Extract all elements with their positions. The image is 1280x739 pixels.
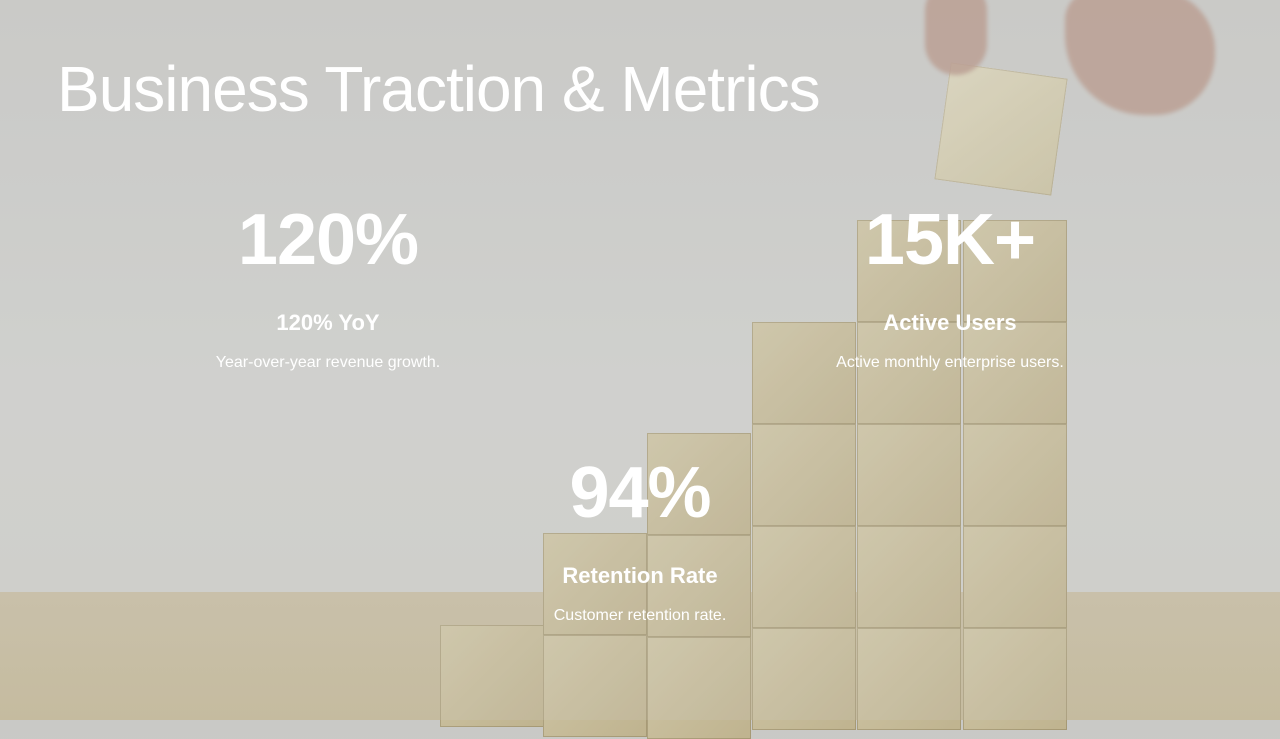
wooden-block bbox=[647, 433, 751, 535]
metric-description: Customer retention rate. bbox=[553, 607, 727, 624]
wooden-block bbox=[857, 220, 961, 322]
metric-label: 120% YoY bbox=[276, 310, 380, 335]
metric-description: Active monthly enterprise users. bbox=[836, 354, 1064, 371]
wooden-block bbox=[963, 526, 1067, 628]
metric-retention: 94% Retention Rate Customer retention ra… bbox=[440, 457, 840, 625]
metric-description: Year-over-year revenue growth. bbox=[215, 354, 441, 371]
wooden-block bbox=[963, 220, 1067, 322]
metric-value: 94% bbox=[569, 453, 711, 533]
metric-label: Retention Rate bbox=[562, 563, 718, 588]
wooden-block bbox=[752, 424, 856, 526]
overlay bbox=[0, 0, 1280, 720]
wooden-block bbox=[752, 526, 856, 628]
wooden-block bbox=[752, 322, 856, 424]
slide-title: Business Traction & Metrics bbox=[57, 53, 821, 125]
wooden-block bbox=[857, 628, 961, 730]
metric-value: 15K+ bbox=[864, 200, 1036, 280]
metric-active-users: 15K+ Active Users Active monthly enterpr… bbox=[750, 204, 1150, 372]
wooden-block bbox=[543, 533, 647, 635]
wooden-block bbox=[963, 322, 1067, 424]
wooden-block bbox=[440, 625, 544, 727]
wooden-block bbox=[752, 628, 856, 730]
metric-value: 120% bbox=[237, 200, 419, 280]
metric-label: Active Users bbox=[883, 310, 1017, 335]
hand-finger bbox=[925, 0, 987, 75]
wooden-block bbox=[647, 535, 751, 637]
wooden-block bbox=[857, 322, 961, 424]
metric-revenue-growth: 120% 120% YoY Year-over-year revenue gro… bbox=[128, 204, 528, 372]
wooden-block bbox=[963, 424, 1067, 526]
wooden-block bbox=[857, 424, 961, 526]
wooden-block bbox=[857, 526, 961, 628]
wooden-block bbox=[963, 628, 1067, 730]
